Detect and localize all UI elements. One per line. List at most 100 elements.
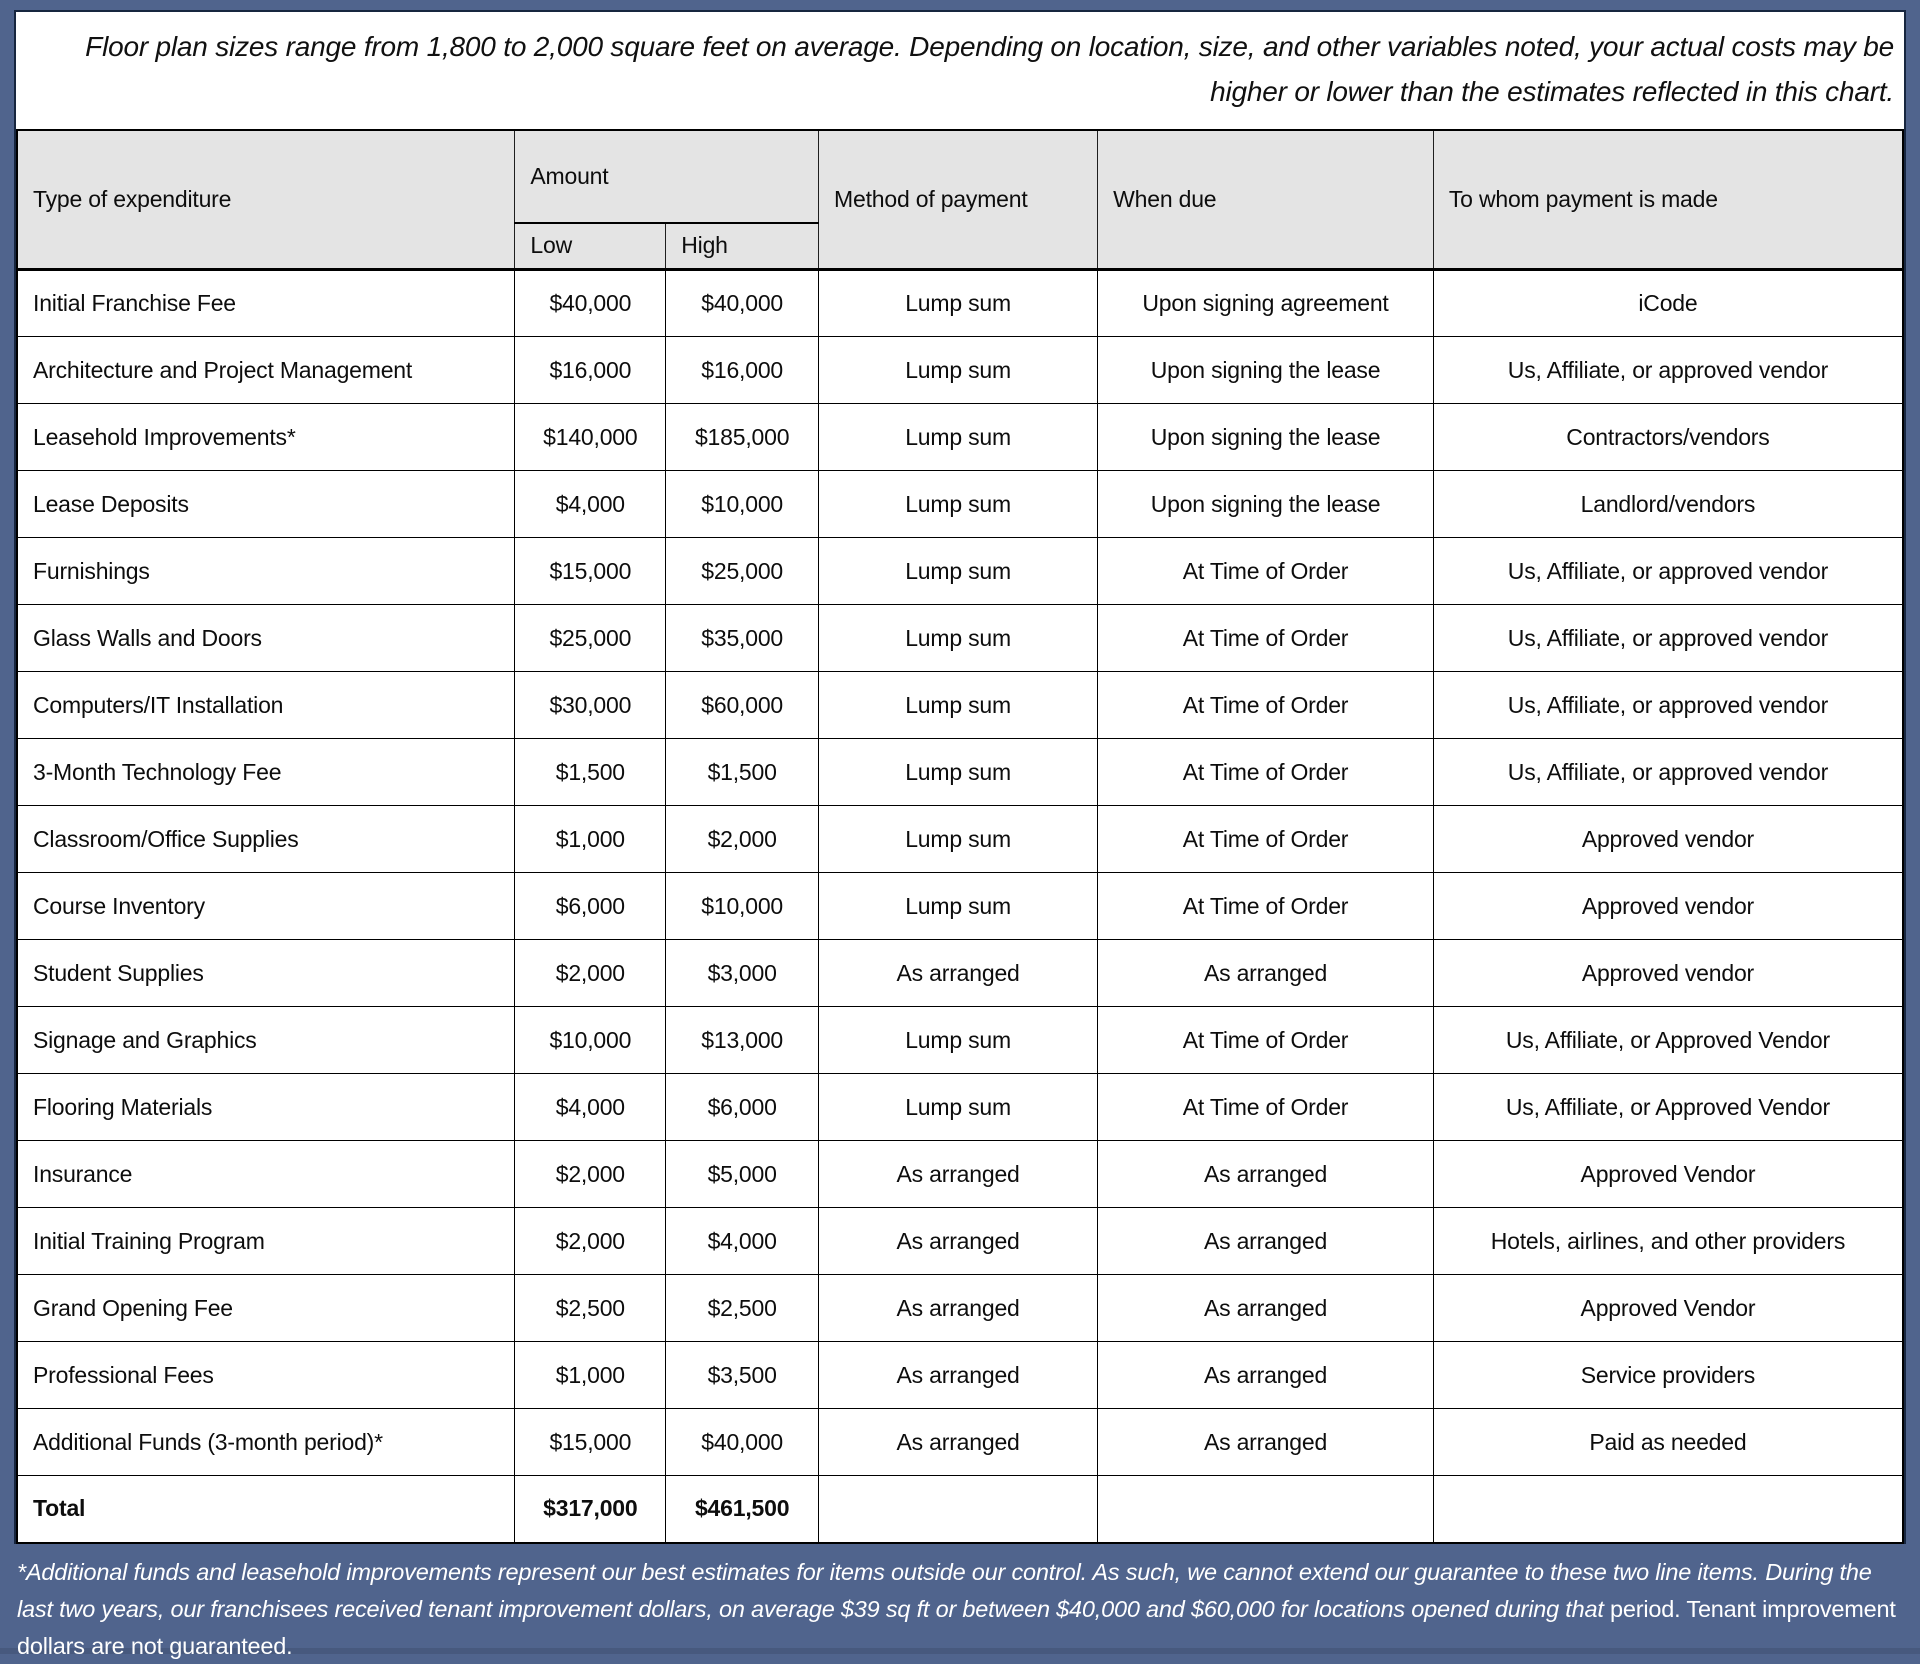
total-low-cell: $317,000 xyxy=(514,1475,667,1544)
expenditure-cell: Computers/IT Installation xyxy=(16,671,516,740)
table-row: Grand Opening Fee $2,500 $2,500 As arranged… xyxy=(16,1274,1904,1343)
high-cell: $10,000 xyxy=(665,470,820,539)
method-cell: Lump sum xyxy=(818,671,1099,740)
when-due-cell: At Time of Order xyxy=(1097,604,1434,673)
payee-cell: Paid as needed xyxy=(1432,1408,1904,1477)
when-due-cell: Upon signing agreement xyxy=(1097,269,1434,338)
when-due-cell: As arranged xyxy=(1097,1341,1434,1410)
when-due-cell: At Time of Order xyxy=(1097,537,1434,606)
low-cell: $2,000 xyxy=(514,1140,667,1209)
table-row: Professional Fees $1,000 $3,500 As arranged… xyxy=(16,1341,1904,1410)
table-row: Course Inventory $6,000 $10,000 Lump sum At … xyxy=(16,872,1904,941)
expenditure-cell: Initial Training Program xyxy=(16,1207,516,1276)
low-cell: $2,000 xyxy=(514,1207,667,1276)
cost-sheet: Floor plan sizes range from 1,800 to 2,0… xyxy=(14,10,1906,1544)
table-row: Initial Training Program $2,000 $4,000 As a… xyxy=(16,1207,1904,1276)
high-cell: $13,000 xyxy=(665,1006,820,1075)
method-cell: Lump sum xyxy=(818,1073,1099,1142)
expenditure-cell: Course Inventory xyxy=(16,872,516,941)
table-row: Initial Franchise Fee $40,000 $40,000 Lump … xyxy=(16,269,1904,338)
method-cell: Lump sum xyxy=(818,403,1099,472)
low-cell: $30,000 xyxy=(514,671,667,740)
table-row: Leasehold Improvements* $140,000 $185,000 L… xyxy=(16,403,1904,472)
method-cell: Lump sum xyxy=(818,537,1099,606)
expenditure-cell: Professional Fees xyxy=(16,1341,516,1410)
payee-cell: Us, Affiliate, or approved vendor xyxy=(1432,537,1904,606)
low-cell: $15,000 xyxy=(514,537,667,606)
high-cell: $2,000 xyxy=(665,805,820,874)
expenditure-cell: Grand Opening Fee xyxy=(16,1274,516,1343)
table-row: Insurance $2,000 $5,000 As arranged As arran… xyxy=(16,1140,1904,1209)
footnote-regular-text: period. Tenant improvement dollars are n… xyxy=(17,1595,1896,1659)
total-label-cell: Total xyxy=(16,1475,516,1544)
when-due-cell: At Time of Order xyxy=(1097,872,1434,941)
when-due-cell: At Time of Order xyxy=(1097,671,1434,740)
table-row: Student Supplies $2,000 $3,000 As arranged A… xyxy=(16,939,1904,1008)
expenditure-table: Type of expenditure Amount Method of pay… xyxy=(16,128,1904,1544)
high-cell: $16,000 xyxy=(665,336,820,405)
table-row: Classroom/Office Supplies $1,000 $2,000 Lum… xyxy=(16,805,1904,874)
payee-cell: Approved vendor xyxy=(1432,939,1904,1008)
payee-cell: Landlord/vendors xyxy=(1432,470,1904,539)
table-row: Computers/IT Installation $30,000 $60,000 L… xyxy=(16,671,1904,740)
header-expenditure: Type of expenditure xyxy=(16,129,516,271)
total-payee-cell xyxy=(1432,1475,1904,1544)
payee-cell: Us, Affiliate, or Approved Vendor xyxy=(1432,1073,1904,1142)
expenditure-cell: Insurance xyxy=(16,1140,516,1209)
table-row: Glass Walls and Doors $25,000 $35,000 Lump … xyxy=(16,604,1904,673)
high-cell: $3,000 xyxy=(665,939,820,1008)
expenditure-cell: Architecture and Project Management xyxy=(16,336,516,405)
low-cell: $25,000 xyxy=(514,604,667,673)
method-cell: As arranged xyxy=(818,1140,1099,1209)
payee-cell: Us, Affiliate, or approved vendor xyxy=(1432,604,1904,673)
when-due-cell: As arranged xyxy=(1097,939,1434,1008)
payee-cell: iCode xyxy=(1432,269,1904,338)
expenditure-cell: Glass Walls and Doors xyxy=(16,604,516,673)
when-due-cell: Upon signing the lease xyxy=(1097,336,1434,405)
high-cell: $2,500 xyxy=(665,1274,820,1343)
payee-cell: Us, Affiliate, or Approved Vendor xyxy=(1432,1006,1904,1075)
expenditure-cell: Leasehold Improvements* xyxy=(16,403,516,472)
payee-cell: Us, Affiliate, or approved vendor xyxy=(1432,336,1904,405)
low-cell: $4,000 xyxy=(514,1073,667,1142)
when-due-cell: Upon signing the lease xyxy=(1097,403,1434,472)
method-cell: Lump sum xyxy=(818,470,1099,539)
method-cell: Lump sum xyxy=(818,604,1099,673)
when-due-cell: As arranged xyxy=(1097,1140,1434,1209)
when-due-cell: At Time of Order xyxy=(1097,1006,1434,1075)
table-row: Furnishings $15,000 $25,000 Lump sum At Time… xyxy=(16,537,1904,606)
low-cell: $40,000 xyxy=(514,269,667,338)
low-cell: $1,000 xyxy=(514,805,667,874)
high-cell: $4,000 xyxy=(665,1207,820,1276)
payee-cell: Service providers xyxy=(1432,1341,1904,1410)
method-cell: Lump sum xyxy=(818,805,1099,874)
low-cell: $1,000 xyxy=(514,1341,667,1410)
expenditure-cell: Student Supplies xyxy=(16,939,516,1008)
footnote-italic-text: *Additional funds and leasehold improvem… xyxy=(17,1558,1872,1622)
method-cell: As arranged xyxy=(818,1408,1099,1477)
method-cell: Lump sum xyxy=(818,1006,1099,1075)
payee-cell: Us, Affiliate, or approved vendor xyxy=(1432,738,1904,807)
table-row: Signage and Graphics $10,000 $13,000 Lump s… xyxy=(16,1006,1904,1075)
low-cell: $4,000 xyxy=(514,470,667,539)
when-due-cell: As arranged xyxy=(1097,1207,1434,1276)
payee-cell: Approved vendor xyxy=(1432,872,1904,941)
payee-cell: Hotels, airlines, and other providers xyxy=(1432,1207,1904,1276)
high-cell: $3,500 xyxy=(665,1341,820,1410)
high-cell: $185,000 xyxy=(665,403,820,472)
expenditure-cell: Furnishings xyxy=(16,537,516,606)
high-cell: $40,000 xyxy=(665,269,820,338)
high-cell: $6,000 xyxy=(665,1073,820,1142)
low-cell: $6,000 xyxy=(514,872,667,941)
when-due-cell: Upon signing the lease xyxy=(1097,470,1434,539)
low-cell: $1,500 xyxy=(514,738,667,807)
payee-cell: Approved Vendor xyxy=(1432,1274,1904,1343)
low-cell: $15,000 xyxy=(514,1408,667,1477)
method-cell: Lump sum xyxy=(818,336,1099,405)
total-high-cell: $461,500 xyxy=(665,1475,820,1544)
floor-plan-disclaimer: Floor plan sizes range from 1,800 to 2,0… xyxy=(85,31,1894,108)
high-cell: $5,000 xyxy=(665,1140,820,1209)
header-method: Method of payment xyxy=(818,129,1099,271)
expenditure-cell: Signage and Graphics xyxy=(16,1006,516,1075)
